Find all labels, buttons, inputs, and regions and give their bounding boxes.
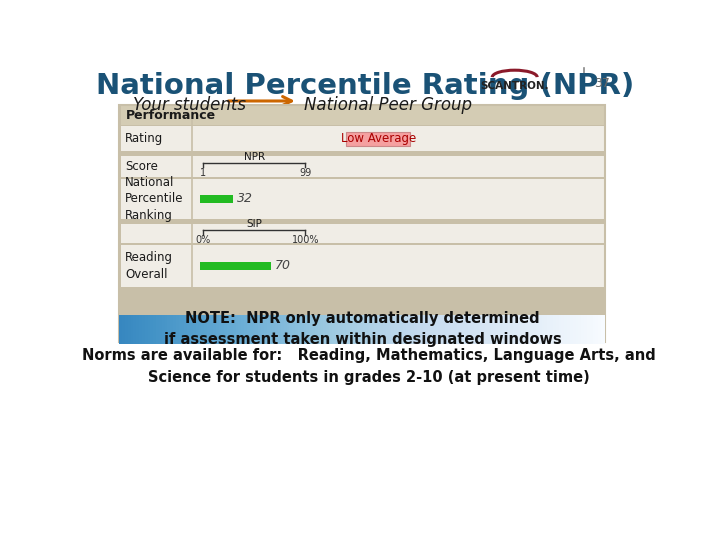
FancyBboxPatch shape bbox=[200, 194, 233, 203]
Text: National
Percentile
Ranking: National Percentile Ranking bbox=[125, 176, 184, 222]
Text: 99: 99 bbox=[300, 168, 312, 178]
FancyBboxPatch shape bbox=[121, 106, 604, 125]
Text: 37: 37 bbox=[594, 77, 610, 90]
Text: 70: 70 bbox=[274, 259, 290, 272]
Text: National Peer Group: National Peer Group bbox=[304, 96, 472, 113]
Text: NPR: NPR bbox=[244, 152, 265, 162]
Text: 100%: 100% bbox=[292, 235, 319, 245]
FancyBboxPatch shape bbox=[121, 179, 604, 219]
Text: Performance: Performance bbox=[126, 109, 216, 122]
Text: Rating: Rating bbox=[125, 132, 163, 145]
Text: Your students: Your students bbox=[132, 96, 246, 113]
Text: National Percentile Rating (NPR): National Percentile Rating (NPR) bbox=[96, 72, 634, 100]
Text: SIP: SIP bbox=[246, 219, 262, 229]
Text: Reading
Overall: Reading Overall bbox=[125, 251, 173, 280]
FancyBboxPatch shape bbox=[200, 261, 271, 270]
FancyBboxPatch shape bbox=[346, 132, 410, 146]
Text: SCANTRON.: SCANTRON. bbox=[480, 81, 549, 91]
FancyBboxPatch shape bbox=[121, 156, 604, 177]
Text: NOTE:  NPR only automatically determined
if assessment taken within designated w: NOTE: NPR only automatically determined … bbox=[163, 311, 562, 347]
Text: Score: Score bbox=[125, 160, 158, 173]
Text: 0%: 0% bbox=[196, 235, 211, 245]
Text: Low Average: Low Average bbox=[341, 132, 416, 145]
FancyBboxPatch shape bbox=[120, 105, 606, 342]
Text: 32: 32 bbox=[236, 192, 253, 205]
Text: Norms are available for:   Reading, Mathematics, Language Arts, and
Science for : Norms are available for: Reading, Mathem… bbox=[82, 348, 656, 385]
FancyBboxPatch shape bbox=[121, 126, 604, 151]
FancyBboxPatch shape bbox=[121, 245, 604, 287]
FancyArrowPatch shape bbox=[228, 97, 292, 105]
Text: 1: 1 bbox=[200, 168, 206, 178]
FancyBboxPatch shape bbox=[121, 224, 604, 244]
